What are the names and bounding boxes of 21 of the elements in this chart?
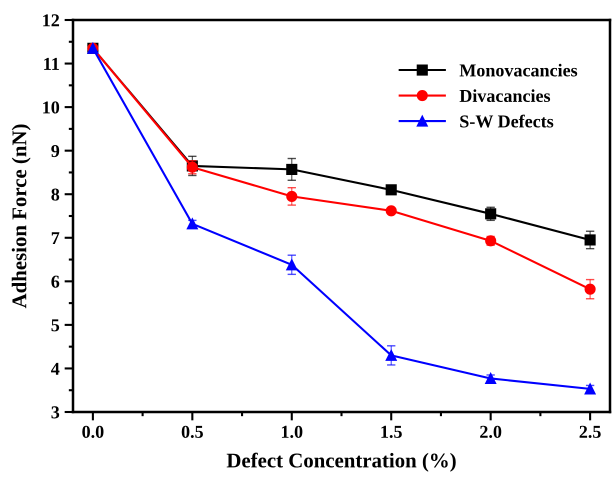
y-tick-label: 11 [44,58,59,70]
x-axis-title: Defect Concentration (%) [226,452,456,472]
y-tick-label: 6 [51,276,60,288]
x-tick-label: 0.5 [182,426,203,438]
y-tick-label: 3 [51,406,60,418]
y-axis-title: Adhesion Force (nN) [12,124,31,308]
legend-label: Divacancies [460,89,550,102]
y-tick-label: 4 [51,362,60,375]
x-tick-label: 2.0 [480,426,502,438]
y-tick-label: 5 [52,319,60,332]
legend-label: Monovacancies [460,64,578,77]
y-tick-label: 12 [43,14,60,26]
x-tick-label: 1.5 [381,426,402,438]
x-tick-label: 0.0 [82,426,104,438]
y-tick-label: 10 [43,101,60,114]
y-tick-label: 7 [52,232,60,244]
x-tick-label: 2.5 [580,426,601,438]
y-tick-label: 9 [51,144,60,158]
y-tick-label: 8 [51,188,60,201]
x-tick-label: 1.0 [282,426,302,438]
legend-label: S-W Defects [460,114,554,128]
